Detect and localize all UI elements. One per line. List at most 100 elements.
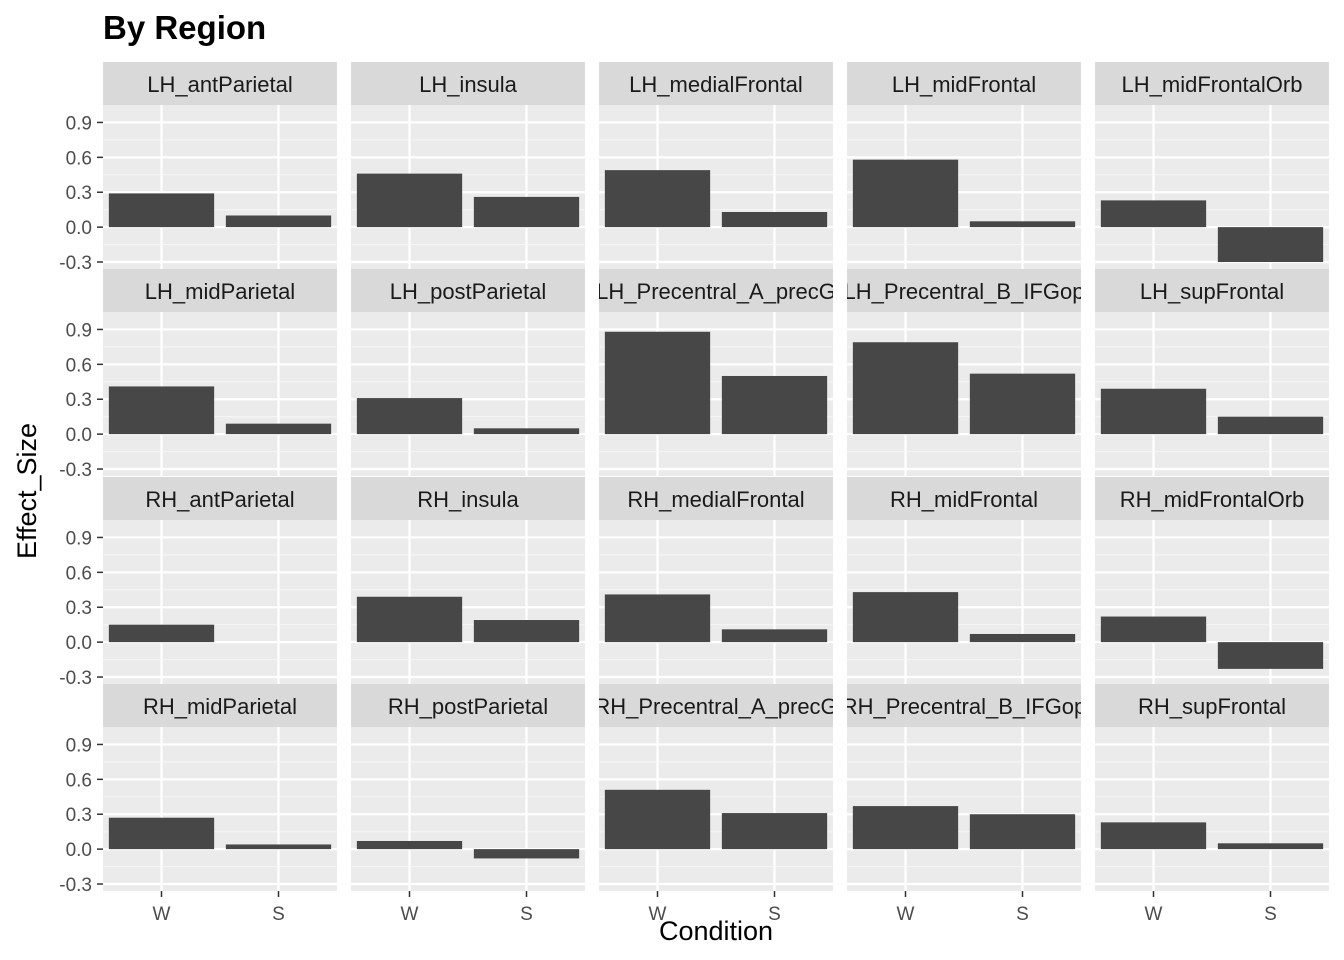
facet-strip-label: LH_supFrontal: [1140, 279, 1284, 304]
y-tick-label: -0.3: [59, 875, 92, 896]
bar-w: [356, 596, 463, 643]
facet-panel: RH_midFrontal: [847, 477, 1081, 684]
bar-w: [108, 386, 215, 435]
facet-strip-label: RH_midFrontalOrb: [1120, 487, 1305, 512]
facet-panel: LH_antParietal: [103, 62, 337, 269]
y-tick-label: 0.6: [66, 148, 92, 169]
facet-panels: LH_antParietal LH_insula LH_medialFrontal L…: [103, 62, 1329, 891]
y-tick-label: 0.0: [66, 425, 92, 446]
y-tick-label: 0.3: [66, 805, 92, 826]
bar-s: [969, 633, 1076, 643]
bar-w: [852, 342, 959, 435]
facet-strip: [847, 62, 1081, 105]
bar-w: [1100, 616, 1207, 643]
bar-s: [1217, 227, 1324, 263]
bar-s: [473, 428, 580, 435]
x-tick-label: W: [897, 904, 915, 925]
facet-strip: [599, 62, 833, 105]
x-tick-label: S: [1264, 904, 1277, 925]
facet-strip: [847, 477, 1081, 520]
bar-s: [721, 212, 828, 228]
facet-strip-label: LH_Precentral_B_IFGop: [844, 279, 1085, 304]
x-tick-label: W: [401, 904, 419, 925]
facet-strip-label: RH_medialFrontal: [627, 487, 804, 512]
bar-w: [356, 840, 463, 850]
facet-strip-label: RH_midFrontal: [890, 487, 1038, 512]
facet-strip: [847, 684, 1081, 727]
facet-panel: LH_medialFrontal: [599, 62, 833, 269]
bar-s: [1217, 843, 1324, 850]
y-tick-label: 0.6: [66, 563, 92, 584]
x-tick-label: W: [1145, 904, 1163, 925]
bar-w: [852, 159, 959, 228]
y-tick-label: 0.3: [66, 390, 92, 411]
bar-w: [356, 173, 463, 228]
y-tick-label: 0.3: [66, 183, 92, 204]
y-tick-label: 0.9: [66, 528, 92, 549]
bar-s: [721, 813, 828, 850]
facet-panel: RH_antParietal: [103, 477, 337, 684]
y-axes: -0.3 0.0 0.3 0.6 0.9 -0.3 0.0 0.3 0.6 0.9 -0.3 0.0 0…: [59, 113, 103, 896]
panel-background: [103, 105, 337, 269]
y-tick-label: 0.6: [66, 355, 92, 376]
facet-strip-label: RH_midParietal: [143, 694, 297, 719]
facet-strip-label: LH_midFrontal: [892, 72, 1036, 97]
facet-strip: [599, 477, 833, 520]
facet-panel: LH_insula: [351, 62, 585, 269]
y-tick-label: 0.9: [66, 320, 92, 341]
facet-strip: [599, 269, 833, 312]
bar-w: [604, 331, 711, 435]
facet-strip: [1095, 684, 1329, 727]
x-tick-label: W: [153, 904, 171, 925]
facet-panel: RH_midFrontalOrb: [1095, 477, 1329, 684]
bar-w: [852, 592, 959, 643]
bar-s: [721, 375, 828, 435]
bar-w: [604, 594, 711, 643]
facet-strip: [847, 269, 1081, 312]
chart-title: By Region: [103, 9, 266, 46]
facet-strip: [1095, 477, 1329, 520]
x-tick-label: S: [272, 904, 285, 925]
facet-strip: [1095, 269, 1329, 312]
facet-strip-label: LH_midFrontalOrb: [1122, 72, 1303, 97]
facet-panel: RH_postParietal: [351, 684, 585, 891]
facet-strip: [351, 477, 585, 520]
y-tick-label: 0.9: [66, 113, 92, 134]
facet-strip: [351, 62, 585, 105]
bar-s: [473, 849, 580, 859]
bar-s: [225, 215, 332, 228]
facet-panel: LH_midParietal: [103, 269, 337, 476]
facet-panel: LH_Precentral_B_IFGop: [844, 269, 1085, 476]
facet-panel: LH_supFrontal: [1095, 269, 1329, 476]
facet-strip-label: LH_postParietal: [390, 279, 547, 304]
facet-strip-label: LH_insula: [419, 72, 518, 97]
y-tick-label: -0.3: [59, 668, 92, 689]
facet-panel: LH_midFrontalOrb: [1095, 62, 1329, 269]
facet-panel: RH_midParietal: [103, 684, 337, 891]
facet-strip-label: RH_antParietal: [145, 487, 294, 512]
y-axis-title: Effect_Size: [12, 423, 42, 559]
facet-strip: [103, 62, 337, 105]
facet-panel: RH_insula: [351, 477, 585, 684]
panel-background: [351, 727, 585, 891]
facet-strip: [103, 477, 337, 520]
bar-w: [108, 817, 215, 850]
facet-panel: RH_supFrontal: [1095, 684, 1329, 891]
facet-panel: LH_midFrontal: [847, 62, 1081, 269]
facet-strip: [103, 269, 337, 312]
y-tick-label: 0.0: [66, 218, 92, 239]
bar-s: [721, 629, 828, 643]
facet-strip-label: LH_medialFrontal: [629, 72, 803, 97]
bar-w: [108, 193, 215, 228]
facet-strip: [351, 684, 585, 727]
y-tick-label: 0.0: [66, 840, 92, 861]
facet-panel: RH_Precentral_A_precG: [599, 684, 833, 891]
x-tick-label: S: [520, 904, 533, 925]
panel-background: [103, 727, 337, 891]
bar-w: [108, 624, 215, 643]
panel-background: [103, 520, 337, 684]
facet-strip-label: RH_postParietal: [388, 694, 548, 719]
bar-w: [1100, 822, 1207, 850]
